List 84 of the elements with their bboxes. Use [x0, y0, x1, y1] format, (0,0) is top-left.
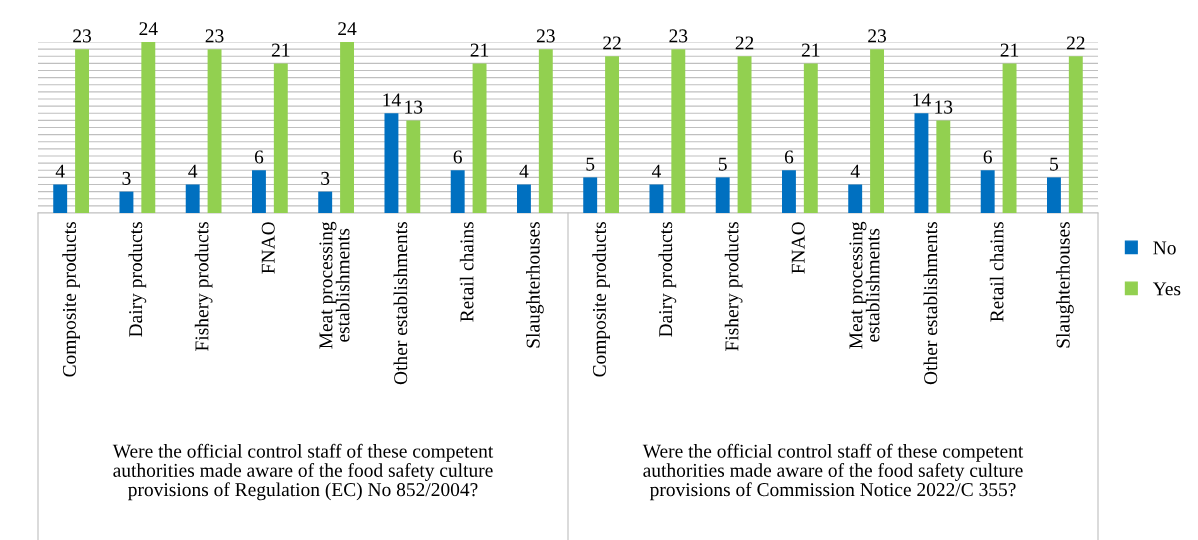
data-label: 3 — [122, 171, 131, 185]
x-tick-label: Fishery products — [194, 222, 213, 351]
data-label: 4 — [55, 164, 65, 178]
data-label: 22 — [1066, 36, 1085, 50]
data-label: 6 — [453, 150, 462, 164]
bar — [318, 191, 333, 213]
data-label: 22 — [603, 36, 621, 50]
data-label: 23 — [669, 29, 688, 43]
legend-label: Yes — [1152, 282, 1181, 296]
bar — [538, 49, 553, 213]
x-tick-label: Other establishments — [923, 222, 938, 385]
x-tick-label: Meat processing establishments — [849, 221, 880, 349]
data-label: 21 — [271, 43, 290, 57]
data-label: 4 — [850, 164, 860, 178]
data-label: 21 — [470, 43, 489, 57]
bar — [251, 170, 266, 213]
data-label: 23 — [73, 29, 92, 43]
bar — [75, 49, 90, 213]
bar — [583, 177, 598, 213]
bar — [340, 42, 355, 213]
x-tick-label: FNAO — [791, 222, 805, 274]
x-tick-label: Fishery products — [724, 222, 743, 351]
x-tick-label: Slaughterhouses — [526, 222, 544, 348]
bar — [605, 56, 620, 213]
bar — [870, 49, 885, 213]
bar — [450, 170, 465, 213]
x-tick-label: Composite products — [62, 222, 80, 377]
bar — [936, 120, 951, 213]
bar — [273, 63, 288, 213]
bar — [803, 63, 818, 213]
data-label: 4 — [519, 164, 529, 178]
bar — [1046, 177, 1061, 213]
x-tick-label: Dairy products — [658, 222, 677, 337]
data-label: 21 — [801, 43, 820, 57]
x-tick-label: Dairy products — [128, 222, 147, 337]
data-label: 5 — [718, 157, 727, 171]
bar — [781, 170, 796, 213]
data-label: 6 — [983, 150, 992, 164]
data-label: 24 — [338, 22, 357, 36]
data-label: 24 — [139, 22, 158, 36]
bar — [737, 56, 752, 213]
x-tick-label: Composite products — [592, 222, 610, 377]
bar — [1002, 63, 1017, 213]
data-label: 23 — [536, 29, 555, 43]
bar — [516, 184, 531, 213]
data-label: 21 — [1000, 43, 1019, 57]
x-tick-label: Retail chains — [459, 222, 474, 322]
data-label: 5 — [586, 157, 595, 171]
data-label: 6 — [254, 150, 264, 164]
data-label: 4 — [188, 164, 198, 178]
bar — [472, 63, 487, 213]
text: Were the official control staff of these competent authorities made aware of the food safety culture provisions of Regulation (EC) No 852/2004? — [112, 443, 494, 501]
bar — [185, 184, 200, 213]
data-label: 13 — [935, 100, 953, 114]
x-tick-label: Retail chains — [989, 222, 1004, 322]
bar — [119, 191, 134, 213]
bar — [848, 184, 863, 213]
data-label: 14 — [913, 93, 931, 107]
data-label: 14 — [383, 93, 401, 107]
data-label: 5 — [1050, 157, 1059, 171]
bar — [914, 113, 929, 213]
bar — [715, 177, 730, 213]
data-label: 6 — [784, 150, 794, 164]
text: Were the official control staff of these competent authorities made aware of the food safety culture provisions of Commission Notice 2022/C 355? — [642, 443, 1024, 501]
bar — [649, 184, 664, 213]
data-label: 23 — [205, 29, 224, 43]
bar — [53, 184, 68, 213]
bar — [141, 42, 156, 213]
data-label: 22 — [735, 36, 754, 50]
x-tick-label: Slaughterhouses — [1056, 222, 1074, 348]
bar — [384, 113, 399, 213]
data-label: 4 — [651, 164, 661, 178]
x-tick-label: Meat processing establishments — [319, 221, 350, 349]
x-tick-label: FNAO — [261, 222, 275, 274]
legend-label: No — [1153, 241, 1176, 255]
bar — [406, 120, 421, 213]
bar — [207, 49, 222, 213]
x-tick-label: Other establishments — [393, 222, 408, 385]
bar — [980, 170, 995, 213]
data-label: 3 — [321, 171, 330, 185]
bar — [1068, 56, 1083, 213]
bar — [671, 49, 686, 213]
data-label: 13 — [405, 100, 423, 114]
data-label: 23 — [868, 29, 887, 43]
